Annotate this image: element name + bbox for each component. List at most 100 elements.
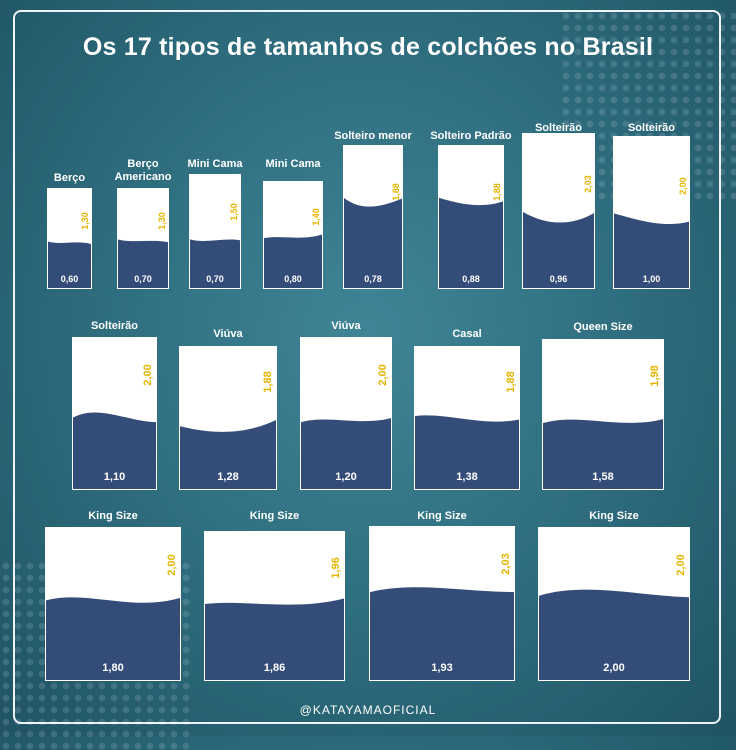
mattress-width-solteirao-8: 1,00	[642, 274, 661, 284]
mattress-width-solteiro-menor-5: 0,78	[364, 274, 382, 284]
mattress-height-mini-cama-4: 1,40	[311, 207, 321, 226]
mattress-berco-americano-2: 1,30 0,70	[117, 188, 169, 289]
mattress-width-berco-1: 0,60	[60, 274, 79, 284]
wave-graphic	[614, 213, 689, 288]
wave-shape	[48, 241, 91, 288]
mattress-height-viuva-10: 1,88	[262, 370, 274, 393]
wave-shape	[439, 197, 503, 288]
mattress-height-berco-1: 1,30	[80, 212, 90, 231]
mattress-name-solteirao-7: Solteirão	[534, 122, 583, 134]
instagram-handle: @KATAYAMAOFICIAL	[299, 703, 437, 717]
wave-shape	[415, 415, 519, 489]
wave-shape	[46, 597, 180, 680]
mattress-king-size-14: 2,00 1,80	[45, 527, 181, 681]
wave-graphic	[205, 598, 344, 680]
mattress-name-mini-cama-4: Mini Cama	[265, 158, 321, 170]
wave-shape	[264, 234, 322, 288]
wave-graphic	[543, 418, 663, 489]
mattress-width-king-size-16: 1,93	[431, 662, 453, 674]
mattress-name-berco-1: Berço	[53, 172, 86, 184]
mattress-height-solteirao-9: 2,00	[142, 364, 154, 386]
mattress-name-solteiro-menor-5: Solteiro menor	[334, 130, 412, 142]
mattress-width-mini-cama-3: 0,70	[206, 274, 224, 284]
wave-shape	[118, 239, 168, 288]
mattress-solteiro-padrao-6: 1,88 0,88	[438, 145, 504, 289]
mattress-solteirao-8: 2,00 1,00	[613, 136, 690, 289]
mattress-height-casal-12: 1,88	[505, 370, 517, 393]
mattress-height-king-size-14: 2,00	[166, 554, 178, 576]
mattress-name-solteirao-8: Solteirão	[627, 122, 676, 134]
wave-graphic	[48, 241, 91, 288]
wave-shape	[301, 418, 391, 489]
mattress-width-viuva-11: 1,20	[335, 471, 357, 483]
mattress-name-king-size-15: King Size	[249, 510, 300, 522]
mattress-width-mini-cama-4: 0,80	[284, 274, 302, 284]
mattress-king-size-17: 2,00 2,00	[538, 527, 690, 681]
mattress-name-king-size-14: King Size	[88, 510, 138, 522]
mattress-height-viuva-11: 2,00	[377, 364, 389, 386]
mattress-name-queen-size-13: Queen Size	[573, 321, 633, 333]
mattress-width-king-size-17: 2,00	[603, 662, 625, 674]
mattress-name-casal-12: Casal	[452, 328, 482, 340]
wave-graphic	[415, 415, 519, 489]
wave-graphic	[523, 212, 594, 288]
wave-shape	[523, 212, 594, 288]
mattress-name-viuva-10: Viúva	[213, 328, 243, 340]
wave-shape	[73, 412, 156, 489]
wave-graphic	[344, 197, 402, 288]
wave-shape	[539, 589, 689, 680]
mattress-width-solteirao-7: 0,96	[549, 274, 568, 284]
wave-graphic	[264, 234, 322, 288]
mattress-mini-cama-3: 1,50 0,70	[189, 174, 241, 289]
mattress-width-king-size-14: 1,80	[102, 662, 124, 674]
mattress-name-mini-cama-3: Mini Cama	[187, 158, 243, 170]
border-frame	[13, 10, 721, 724]
wave-shape	[614, 213, 689, 288]
wave-shape	[543, 418, 663, 489]
wave-shape	[180, 419, 276, 489]
mattress-height-solteirao-8: 2,00	[678, 177, 688, 195]
mattress-queen-size-13: 1,98 1,58	[542, 339, 664, 490]
wave-graphic	[180, 419, 276, 489]
mattress-height-solteiro-menor-5: 1,88	[391, 183, 401, 201]
wave-shape	[205, 598, 344, 680]
wave-graphic	[539, 589, 689, 680]
mattress-width-berco-americano-2: 0,70	[134, 274, 152, 284]
wave-graphic	[301, 418, 391, 489]
mattress-name-viuva-11: Viúva	[331, 320, 361, 332]
page-title: Os 17 tipos de tamanhos de colchões no B…	[82, 33, 654, 61]
mattress-height-king-size-16: 2,03	[500, 553, 512, 575]
mattress-height-king-size-17: 2,00	[675, 554, 687, 576]
mattress-height-solteiro-padrao-6: 1,88	[492, 183, 502, 201]
mattress-width-casal-12: 1,38	[456, 471, 478, 483]
wave-graphic	[46, 597, 180, 680]
mattress-name-king-size-17: King Size	[589, 510, 639, 522]
mattress-berco-1: 1,30 0,60	[47, 188, 92, 289]
wave-graphic	[439, 197, 503, 288]
mattress-height-king-size-15: 1,96	[330, 557, 342, 579]
mattress-width-solteiro-padrao-6: 0,88	[462, 274, 480, 284]
mattress-viuva-10: 1,88 1,28	[179, 346, 277, 490]
mattress-height-berco-americano-2: 1,30	[157, 212, 167, 231]
mattress-height-mini-cama-3: 1,50	[229, 203, 239, 221]
mattress-casal-12: 1,88 1,38	[414, 346, 520, 490]
mattress-name-solteirao-9: Solteirão	[90, 320, 139, 332]
mattress-name-solteiro-padrao-6: Solteiro Padrão	[430, 130, 512, 142]
mattress-name-berco-americano-2: Berço Americano	[114, 158, 172, 183]
wave-graphic	[73, 412, 156, 489]
wave-shape	[344, 197, 402, 288]
wave-shape	[370, 587, 514, 680]
mattress-height-solteirao-7: 2,03	[583, 175, 593, 193]
mattress-solteirao-7: 2,03 0,96	[522, 133, 595, 289]
mattress-height-queen-size-13: 1,98	[649, 365, 661, 387]
mattress-width-king-size-15: 1,86	[263, 662, 286, 674]
mattress-solteirao-9: 2,00 1,10	[72, 337, 157, 490]
wave-graphic	[370, 587, 514, 680]
wave-shape	[190, 239, 240, 288]
mattress-king-size-16: 2,03 1,93	[369, 526, 515, 681]
wave-graphic	[118, 239, 168, 288]
mattress-king-size-15: 1,96 1,86	[204, 531, 345, 681]
mattress-width-queen-size-13: 1,58	[592, 471, 614, 483]
mattress-width-solteirao-9: 1,10	[103, 471, 126, 483]
wave-graphic	[190, 239, 240, 288]
